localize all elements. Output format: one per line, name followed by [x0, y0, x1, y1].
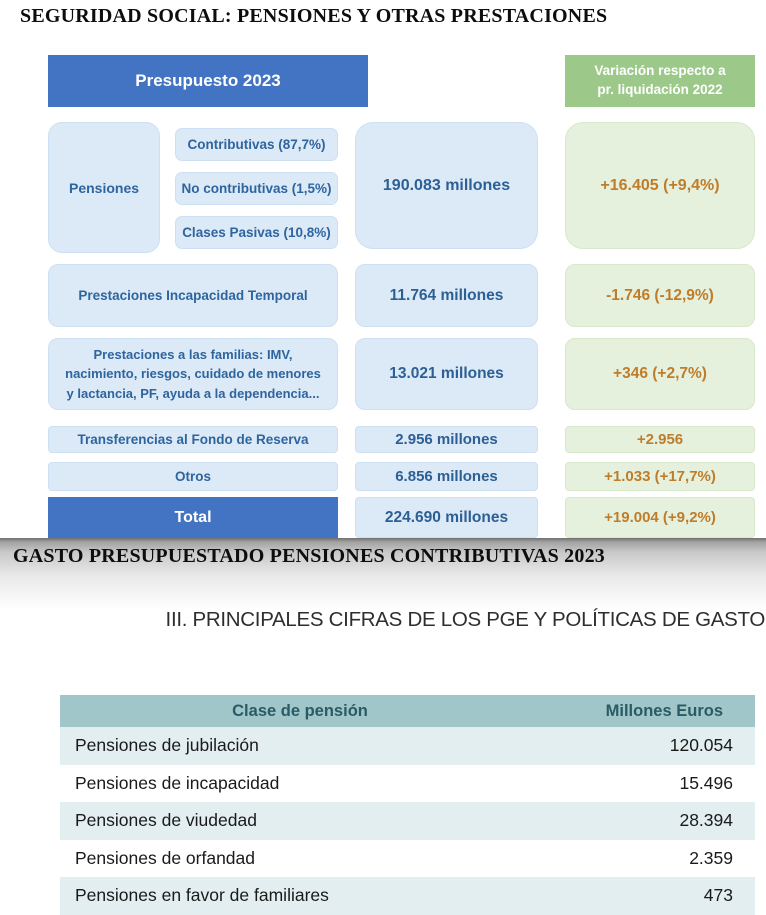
otros-variation-cell: +1.033 (+17,7%): [565, 462, 755, 491]
pension-class-cell: Pensiones de jubilación: [75, 735, 259, 756]
pensiones-amount-box: 190.083 millones: [355, 122, 538, 249]
variation-header-line2: pr. liquidación 2022: [597, 82, 723, 97]
pensiones-variation-cell: +16.405 (+9,4%): [565, 122, 755, 249]
total-label-box: Total: [48, 497, 338, 538]
table-row: Pensiones de incapacidad 15.496: [60, 764, 755, 802]
column-header-clase: Clase de pensión: [232, 701, 368, 720]
total-amount-box: 224.690 millones: [355, 497, 538, 538]
fondo-reserva-amount-box: 2.956 millones: [355, 426, 538, 453]
pension-class-cell: Pensiones de viudedad: [75, 810, 257, 831]
table-row: Pensiones de jubilación 120.054: [60, 727, 755, 765]
pension-amount-cell: 15.496: [679, 772, 733, 793]
otros-amount-box: 6.856 millones: [355, 462, 538, 491]
otros-label-box: Otros: [48, 462, 338, 491]
pensiones-contributivas-box: Contributivas (87,7%): [175, 128, 338, 161]
pension-amount-cell: 28.394: [679, 810, 733, 831]
incapacidad-temporal-label-box: Prestaciones Incapacidad Temporal: [48, 264, 338, 327]
familias-amount-box: 13.021 millones: [355, 338, 538, 410]
pension-amount-cell: 2.359: [689, 847, 733, 868]
incapacidad-temporal-amount-box: 11.764 millones: [355, 264, 538, 327]
table-row: Pensiones de orfandad 2.359: [60, 839, 755, 877]
budget-diagram-section: SEGURIDAD SOCIAL: PENSIONES Y OTRAS PRES…: [20, 5, 755, 538]
table-header-row: Clase de pensión Millones Euros: [60, 695, 755, 727]
table-row: Pensiones en favor de familiares 473: [60, 877, 755, 915]
pensiones-no-contributivas-box: No contributivas (1,5%): [175, 172, 338, 205]
budget-2023-column-header: Presupuesto 2023: [48, 55, 368, 107]
pension-class-cell: Pensiones de incapacidad: [75, 772, 280, 793]
column-header-millones: Millones Euros: [605, 701, 723, 720]
pension-amount-cell: 473: [703, 885, 733, 906]
pension-class-cell: Pensiones de orfandad: [75, 847, 255, 868]
section2-title: GASTO PRESUPUESTADO PENSIONES CONTRIBUTI…: [13, 545, 605, 567]
table-row: Pensiones de viudedad 28.394: [60, 802, 755, 840]
pensiones-clases-pasivas-box: Clases Pasivas (10,8%): [175, 216, 338, 249]
familias-label-box: Prestaciones a las familias: IMV, nacimi…: [48, 338, 338, 410]
variation-header-line1: Variación respecto a: [594, 63, 726, 79]
pensiones-label-box: Pensiones: [48, 122, 160, 253]
fondo-reserva-label-box: Transferencias al Fondo de Reserva: [48, 426, 338, 453]
incapacidad-temporal-variation-cell: -1.746 (-12,9%): [565, 264, 755, 327]
familias-variation-cell: +346 (+2,7%): [565, 338, 755, 410]
pge-heading: III. PRINCIPALES CIFRAS DE LOS PGE Y POL…: [165, 608, 766, 631]
pension-class-cell: Pensiones en favor de familiares: [75, 885, 329, 906]
total-variation-cell: +19.004 (+9,2%): [565, 497, 755, 538]
pension-class-table: Clase de pensión Millones Euros Pensione…: [60, 695, 755, 915]
variation-column-header: Variación respecto a pr. liquidación 202…: [565, 55, 755, 107]
section1-title: SEGURIDAD SOCIAL: PENSIONES Y OTRAS PRES…: [20, 5, 608, 27]
contributory-pensions-section: GASTO PRESUPUESTADO PENSIONES CONTRIBUTI…: [0, 538, 766, 915]
fondo-reserva-variation-cell: +2.956: [565, 426, 755, 453]
pension-amount-cell: 120.054: [669, 735, 733, 756]
